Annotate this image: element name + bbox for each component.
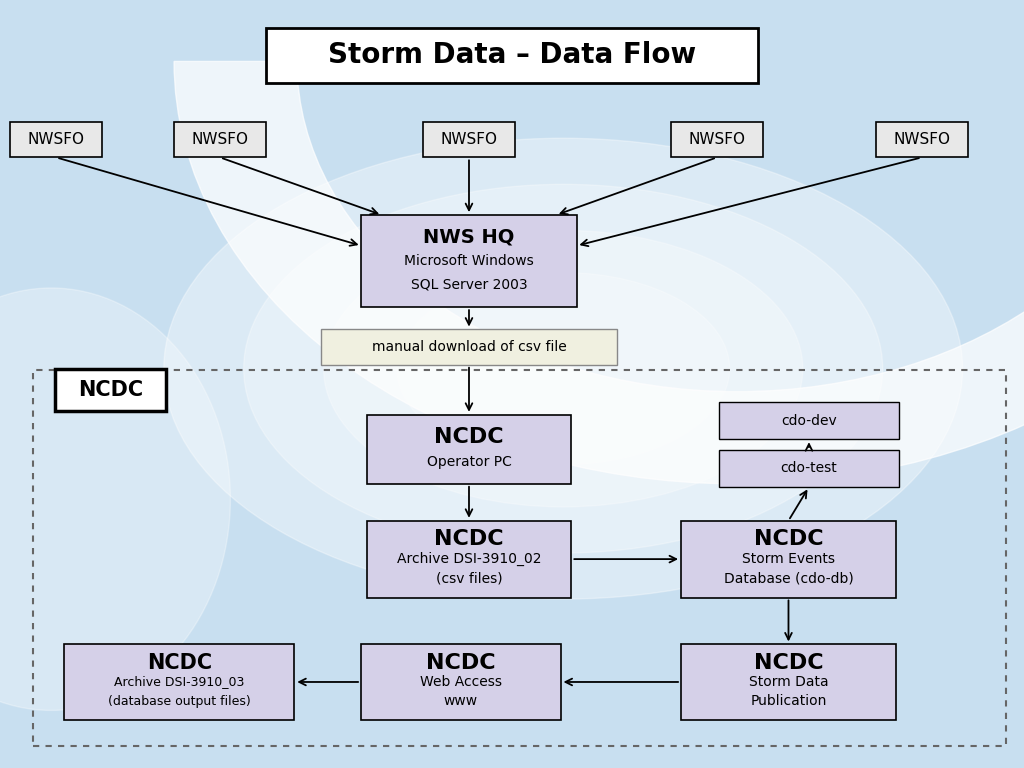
Text: Archive DSI-3910_03: Archive DSI-3910_03 bbox=[114, 676, 245, 688]
Text: cdo-dev: cdo-dev bbox=[781, 414, 837, 428]
Text: NCDC: NCDC bbox=[146, 653, 212, 673]
FancyBboxPatch shape bbox=[681, 521, 896, 598]
Text: NWSFO: NWSFO bbox=[893, 132, 950, 147]
Text: NCDC: NCDC bbox=[434, 427, 504, 447]
FancyBboxPatch shape bbox=[367, 521, 571, 598]
FancyBboxPatch shape bbox=[174, 122, 266, 157]
FancyBboxPatch shape bbox=[55, 369, 166, 411]
FancyBboxPatch shape bbox=[681, 644, 896, 720]
Text: Database (cdo-db): Database (cdo-db) bbox=[724, 572, 853, 586]
Text: NCDC: NCDC bbox=[434, 529, 504, 549]
Ellipse shape bbox=[164, 138, 963, 599]
Text: SQL Server 2003: SQL Server 2003 bbox=[411, 278, 527, 292]
Text: NCDC: NCDC bbox=[754, 529, 823, 549]
Text: NWSFO: NWSFO bbox=[440, 132, 498, 147]
Text: NWS HQ: NWS HQ bbox=[423, 228, 515, 247]
Text: NWSFO: NWSFO bbox=[191, 132, 249, 147]
FancyBboxPatch shape bbox=[423, 122, 515, 157]
Text: (database output files): (database output files) bbox=[108, 695, 251, 708]
Text: NCDC: NCDC bbox=[78, 380, 143, 400]
Text: NWSFO: NWSFO bbox=[28, 132, 85, 147]
Ellipse shape bbox=[244, 184, 883, 553]
Text: NCDC: NCDC bbox=[426, 653, 496, 673]
FancyBboxPatch shape bbox=[876, 122, 968, 157]
Text: manual download of csv file: manual download of csv file bbox=[372, 340, 566, 354]
FancyBboxPatch shape bbox=[10, 122, 102, 157]
Text: NCDC: NCDC bbox=[754, 653, 823, 673]
FancyBboxPatch shape bbox=[719, 402, 899, 439]
Text: Microsoft Windows: Microsoft Windows bbox=[404, 254, 534, 268]
FancyBboxPatch shape bbox=[266, 28, 758, 83]
Text: NWSFO: NWSFO bbox=[688, 132, 745, 147]
FancyBboxPatch shape bbox=[671, 122, 763, 157]
Text: Web Access: Web Access bbox=[420, 675, 502, 689]
Text: Storm Data – Data Flow: Storm Data – Data Flow bbox=[328, 41, 696, 69]
Text: (csv files): (csv files) bbox=[435, 572, 503, 586]
FancyBboxPatch shape bbox=[63, 644, 295, 720]
Text: Publication: Publication bbox=[751, 694, 826, 708]
Text: Storm Events: Storm Events bbox=[742, 552, 835, 566]
FancyBboxPatch shape bbox=[361, 644, 561, 720]
Ellipse shape bbox=[397, 273, 729, 465]
FancyBboxPatch shape bbox=[719, 450, 899, 487]
FancyBboxPatch shape bbox=[367, 415, 571, 484]
Text: Storm Data: Storm Data bbox=[749, 675, 828, 689]
FancyBboxPatch shape bbox=[321, 329, 617, 365]
Text: Archive DSI-3910_02: Archive DSI-3910_02 bbox=[396, 552, 542, 566]
Ellipse shape bbox=[324, 230, 803, 507]
FancyBboxPatch shape bbox=[361, 215, 577, 307]
Text: cdo-test: cdo-test bbox=[780, 462, 838, 475]
Text: Operator PC: Operator PC bbox=[427, 455, 511, 468]
Wedge shape bbox=[174, 61, 1024, 484]
Text: www: www bbox=[443, 694, 478, 708]
Ellipse shape bbox=[0, 288, 230, 710]
